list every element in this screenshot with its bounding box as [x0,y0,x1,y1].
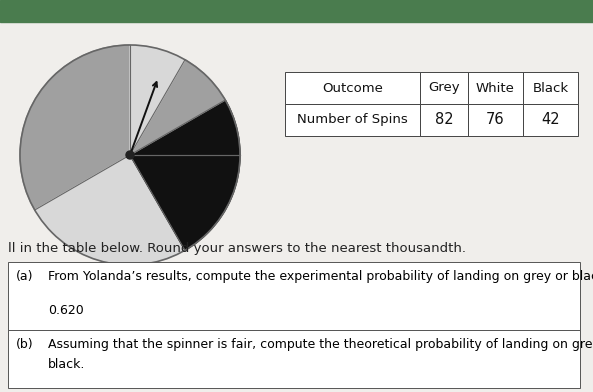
Bar [285,104,420,136]
Text: 42: 42 [541,113,560,127]
Bar [420,72,468,104]
Bar [8,330,580,388]
Bar [468,104,523,136]
Text: ll in the table below. Round your answers to the nearest thousandth.: ll in the table below. Round your answer… [8,242,466,255]
Text: Black: Black [533,82,569,94]
Text: black.: black. [48,358,85,371]
Bar [523,72,578,104]
Polygon shape [20,45,130,210]
Text: White: White [476,82,515,94]
Text: Outcome: Outcome [322,82,383,94]
Text: 76: 76 [486,113,505,127]
Bar [468,72,523,104]
Text: Assuming that the spinner is fair, compute the theoretical probability of landin: Assuming that the spinner is fair, compu… [48,338,593,351]
Text: Grey: Grey [428,82,460,94]
Text: 82: 82 [435,113,453,127]
Polygon shape [130,60,225,155]
Circle shape [126,151,134,159]
Bar [0,0,593,22]
Text: From Yolanda’s results, compute the experimental probability of landing on grey : From Yolanda’s results, compute the expe… [48,270,593,283]
Polygon shape [130,100,240,155]
Text: (b): (b) [16,338,34,351]
Text: (a): (a) [16,270,33,283]
Polygon shape [35,155,185,265]
Text: Number of Spins: Number of Spins [297,114,408,127]
Bar [523,104,578,136]
Text: 0.620: 0.620 [48,304,84,317]
Polygon shape [130,45,185,155]
Polygon shape [130,155,240,250]
Bar [285,72,420,104]
Bar [420,104,468,136]
Bar [8,262,580,330]
